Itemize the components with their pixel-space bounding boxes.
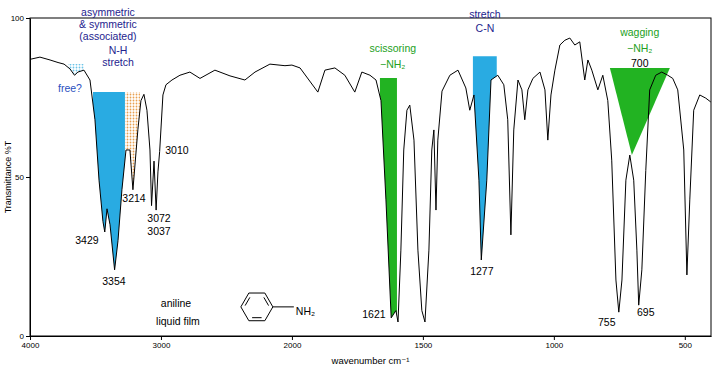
annotation: (associated) bbox=[79, 30, 136, 42]
y-axis: 0 50 100 bbox=[11, 14, 31, 341]
annotation: asymmetric bbox=[81, 6, 135, 18]
y-tick: 50 bbox=[15, 173, 30, 182]
annotation: 3354 bbox=[102, 275, 126, 287]
x-tick-label: 1000 bbox=[545, 341, 563, 350]
annotation: free? bbox=[58, 82, 82, 94]
y-tick-mark bbox=[26, 18, 30, 19]
structure-drawing bbox=[241, 293, 294, 321]
x-tick-label: 3000 bbox=[153, 341, 171, 350]
annotation: stretch bbox=[469, 8, 501, 20]
amine-bond bbox=[273, 306, 294, 307]
double-bond bbox=[252, 317, 261, 318]
x-tick: 3000 bbox=[153, 336, 171, 350]
x-tick-mark bbox=[423, 336, 424, 340]
plot-frame bbox=[30, 18, 711, 336]
x-tick-label: 1500 bbox=[414, 341, 432, 350]
x-axis: 4000 3000 2000 1500 1000 500 bbox=[22, 336, 712, 350]
annotation: scissoring bbox=[369, 42, 416, 54]
structure-label: NH₂ bbox=[296, 305, 315, 317]
y-tick-mark bbox=[26, 336, 30, 337]
x-tick-label: 4000 bbox=[22, 341, 40, 350]
y-tick-label: 50 bbox=[15, 173, 24, 182]
y-tick: 100 bbox=[11, 14, 30, 23]
annotation: wagging bbox=[619, 26, 659, 38]
x-tick-label: 2000 bbox=[284, 341, 302, 350]
annotation: N-H bbox=[109, 44, 128, 56]
spectrum-line bbox=[30, 38, 711, 322]
annotation: & symmetric bbox=[79, 18, 137, 30]
y-axis-title: Transmittance %T bbox=[3, 140, 13, 213]
annotation: 1277 bbox=[470, 265, 494, 277]
y-tick-label: 0 bbox=[20, 332, 25, 341]
annotation: stretch bbox=[102, 56, 134, 68]
y-tick: 0 bbox=[20, 332, 30, 341]
y-axis-line bbox=[30, 19, 31, 337]
x-tick: 1500 bbox=[414, 336, 432, 350]
x-tick-mark bbox=[685, 336, 686, 340]
x-tick: 4000 bbox=[22, 336, 40, 350]
annotation: 755 bbox=[598, 316, 616, 328]
annotation: −NH₂ bbox=[380, 58, 405, 70]
x-axis-title: wavenumber cm⁻¹ bbox=[331, 355, 410, 366]
x-tick-mark bbox=[292, 336, 293, 340]
annotation: 1621 bbox=[362, 308, 386, 320]
annotation: 3214 bbox=[122, 192, 146, 204]
y-tick-mark bbox=[26, 177, 30, 178]
band-region bbox=[380, 78, 397, 318]
band-region bbox=[125, 92, 140, 190]
annotation: 695 bbox=[637, 306, 655, 318]
annotation: 3037 bbox=[147, 225, 171, 237]
double-bond bbox=[245, 297, 250, 305]
annotation: C-N bbox=[476, 22, 495, 34]
x-tick-label: 500 bbox=[679, 341, 693, 350]
band-region bbox=[473, 56, 497, 260]
chart: 4000 3000 2000 1500 1000 500 0 50 100 wavenumber … bbox=[0, 0, 720, 386]
benzene-ring bbox=[241, 293, 273, 321]
annotation: 3429 bbox=[75, 234, 99, 246]
x-tick: 1000 bbox=[545, 336, 563, 350]
x-tick-mark bbox=[30, 336, 31, 340]
x-tick: 2000 bbox=[284, 336, 302, 350]
annotation: aniline bbox=[161, 297, 192, 309]
x-axis-line bbox=[31, 336, 712, 337]
x-tick: 500 bbox=[679, 336, 693, 350]
annotation: 700 bbox=[631, 57, 649, 69]
y-tick-label: 100 bbox=[11, 14, 25, 23]
band-triangle bbox=[610, 68, 670, 155]
x-tick-mark bbox=[554, 336, 555, 340]
plot-area bbox=[30, 38, 711, 322]
x-tick-mark bbox=[161, 336, 162, 340]
annotation: −NH₂ bbox=[627, 42, 652, 54]
annotation: 3010 bbox=[165, 144, 189, 156]
double-bond bbox=[264, 297, 269, 305]
annotation: 3072 bbox=[147, 212, 171, 224]
annotation: liquid film bbox=[156, 315, 200, 327]
